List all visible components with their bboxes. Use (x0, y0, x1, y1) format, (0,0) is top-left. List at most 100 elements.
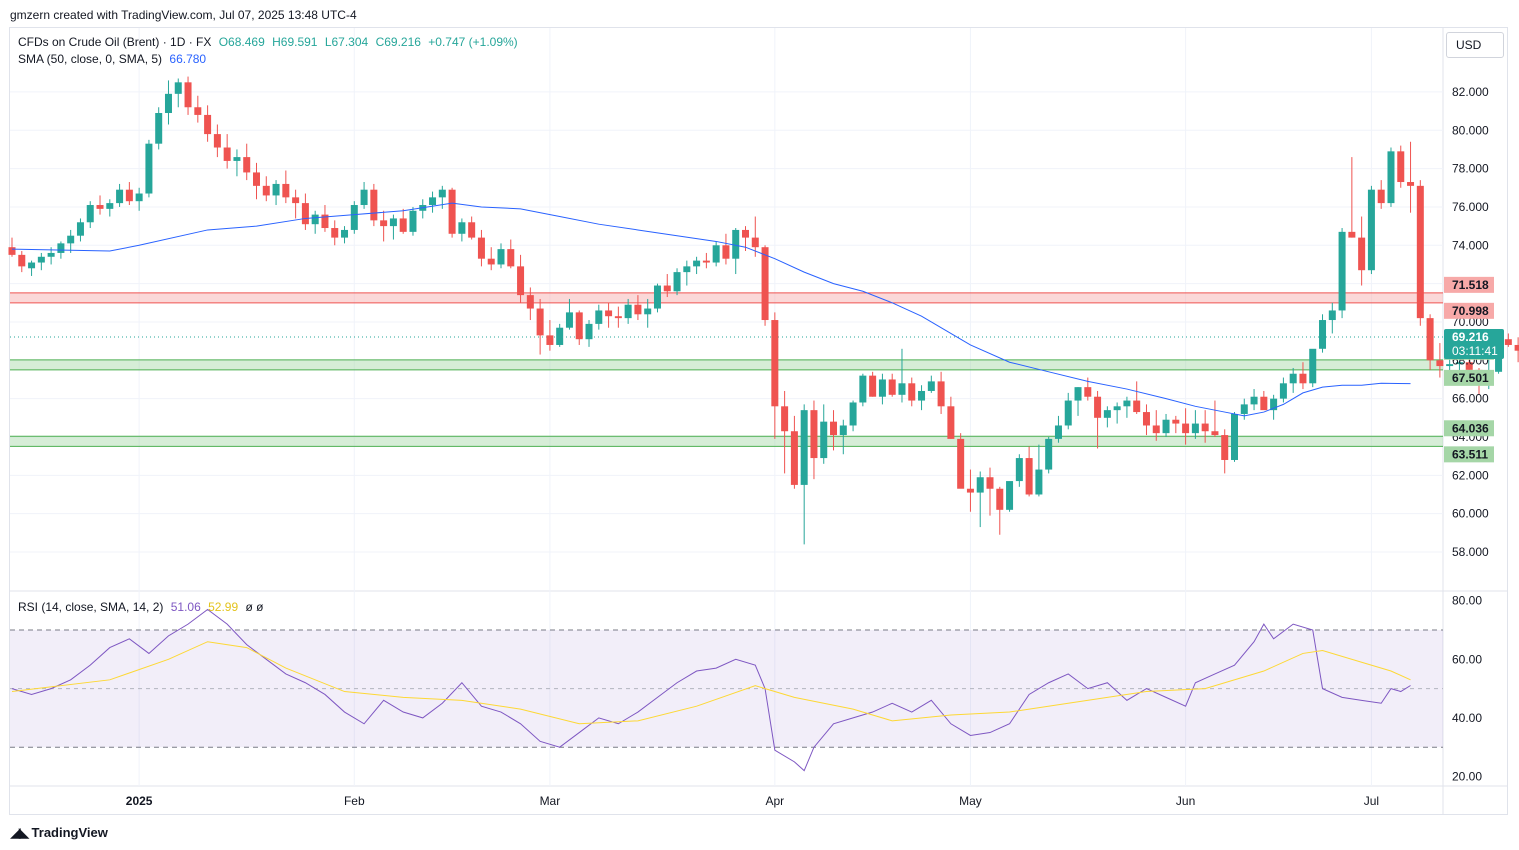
candle[interactable] (927, 375, 935, 393)
candle[interactable] (1299, 362, 1307, 390)
candle[interactable] (468, 216, 476, 240)
candle[interactable] (947, 396, 955, 439)
candle[interactable] (1348, 157, 1356, 238)
candle[interactable] (1514, 337, 1519, 363)
sma-legend[interactable]: SMA (50, close, 0, SMA, 5) 66.780 (18, 52, 210, 66)
candle[interactable] (693, 256, 701, 275)
candle[interactable] (1328, 302, 1336, 334)
candle[interactable] (712, 241, 720, 267)
candle[interactable] (1201, 410, 1209, 443)
candle[interactable] (634, 295, 642, 321)
candle[interactable] (644, 298, 652, 328)
candle[interactable] (1289, 367, 1297, 393)
candle[interactable] (526, 287, 534, 321)
candle[interactable] (1054, 415, 1062, 443)
candle[interactable] (761, 245, 769, 326)
candle[interactable] (409, 206, 417, 236)
candle[interactable] (370, 183, 378, 227)
candle[interactable] (497, 243, 505, 269)
candle[interactable] (624, 298, 632, 324)
candle[interactable] (1142, 404, 1150, 436)
candle[interactable] (1416, 180, 1424, 326)
candle[interactable] (1015, 454, 1023, 487)
candle[interactable] (1211, 400, 1219, 437)
candle[interactable] (1074, 387, 1082, 416)
candle[interactable] (86, 201, 94, 229)
candle[interactable] (888, 373, 896, 397)
candle[interactable] (1279, 377, 1287, 403)
candle[interactable] (869, 371, 877, 397)
candle[interactable] (155, 107, 163, 150)
candle[interactable] (96, 195, 104, 215)
candle[interactable] (800, 404, 808, 545)
candle[interactable] (1270, 394, 1278, 420)
candle[interactable] (28, 260, 36, 276)
candle[interactable] (517, 254, 525, 303)
candle[interactable] (164, 80, 172, 125)
candle[interactable] (1407, 141, 1415, 213)
candle[interactable] (546, 320, 554, 351)
candle[interactable] (311, 210, 319, 234)
candle[interactable] (653, 283, 661, 313)
candle[interactable] (595, 304, 603, 330)
candle[interactable] (194, 95, 202, 123)
candle[interactable] (575, 310, 583, 345)
candle[interactable] (585, 320, 593, 347)
candle[interactable] (556, 323, 564, 347)
candle[interactable] (1172, 415, 1180, 434)
candle[interactable] (1045, 436, 1053, 474)
candle[interactable] (1113, 402, 1121, 424)
candle[interactable] (536, 298, 544, 355)
candle[interactable] (565, 298, 573, 330)
candle[interactable] (996, 486, 1004, 535)
candle[interactable] (341, 226, 349, 244)
candle[interactable] (301, 193, 309, 230)
tradingview-logo[interactable]: ◢◣ TradingView (10, 824, 108, 841)
candle[interactable] (1319, 314, 1327, 353)
candle[interactable] (331, 220, 339, 246)
candle[interactable] (116, 183, 124, 207)
candle[interactable] (878, 373, 886, 405)
candle[interactable] (859, 373, 867, 407)
candle[interactable] (419, 199, 427, 219)
candle[interactable] (507, 239, 515, 269)
candle[interactable] (1123, 396, 1131, 418)
candle[interactable] (820, 404, 828, 464)
candle[interactable] (174, 78, 182, 108)
candle[interactable] (1182, 408, 1190, 445)
candle[interactable] (243, 143, 251, 181)
candle[interactable] (223, 134, 231, 169)
candle[interactable] (360, 182, 368, 209)
candle[interactable] (106, 199, 114, 217)
candle[interactable] (1504, 333, 1512, 347)
candle[interactable] (350, 201, 358, 234)
candle[interactable] (272, 180, 280, 206)
candle[interactable] (1377, 180, 1385, 209)
rsi-legend[interactable]: RSI (14, close, SMA, 14, 2) 51.06 52.99 … (18, 600, 267, 614)
candle[interactable] (145, 139, 153, 198)
candle[interactable] (722, 233, 730, 265)
candle[interactable] (957, 433, 965, 489)
candle[interactable] (1025, 446, 1033, 497)
candle[interactable] (1260, 390, 1268, 411)
candle[interactable] (1006, 481, 1014, 512)
candle[interactable] (663, 274, 671, 298)
candle[interactable] (1094, 390, 1102, 449)
currency-selector[interactable]: USD (1446, 32, 1504, 58)
candle[interactable] (1309, 348, 1317, 388)
candle[interactable] (262, 176, 270, 202)
candle[interactable] (830, 410, 838, 451)
candle[interactable] (282, 170, 290, 204)
candle[interactable] (781, 390, 789, 474)
candle[interactable] (1397, 145, 1405, 188)
candle[interactable] (1231, 412, 1238, 462)
candle[interactable] (8, 237, 16, 257)
candle[interactable] (429, 191, 437, 213)
candle[interactable] (1367, 185, 1375, 275)
main-legend[interactable]: CFDs on Crude Oil (Brent) · 1D · FX O68.… (18, 35, 522, 49)
candle[interactable] (1221, 429, 1229, 474)
candle[interactable] (937, 371, 945, 414)
candle[interactable] (1436, 343, 1444, 378)
candle[interactable] (37, 252, 45, 271)
